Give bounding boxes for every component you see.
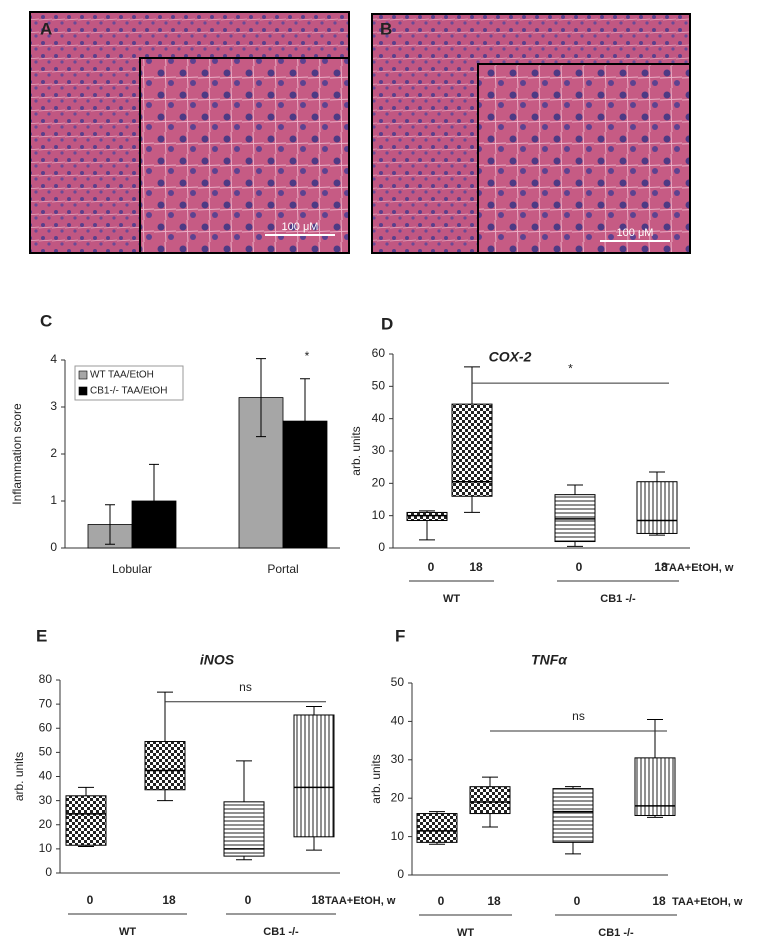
y-tick-label: 40 bbox=[391, 714, 405, 728]
y-tick-label: 50 bbox=[391, 675, 405, 689]
y-tick-label: 10 bbox=[372, 508, 386, 522]
y-tick-label: 30 bbox=[372, 443, 386, 457]
panel-label: E bbox=[36, 626, 47, 645]
panel-label: F bbox=[395, 626, 405, 645]
chart-title: TNFα bbox=[531, 652, 568, 668]
panel-label: B bbox=[380, 19, 392, 38]
group-label: CB1 -/- bbox=[263, 926, 299, 938]
image-a: A 100 μM bbox=[29, 11, 350, 254]
error-bar bbox=[149, 463, 159, 539]
annotation: * bbox=[305, 349, 310, 363]
box bbox=[634, 757, 676, 816]
box bbox=[451, 403, 493, 497]
box bbox=[223, 801, 265, 857]
image-b: B 100 μM bbox=[371, 13, 691, 254]
box bbox=[416, 813, 458, 843]
y-tick-label: 30 bbox=[391, 752, 405, 766]
y-tick-label: 50 bbox=[372, 379, 386, 393]
annotation: * bbox=[568, 361, 573, 375]
scale-label: 100 μM bbox=[282, 221, 319, 233]
group-label: WT bbox=[119, 926, 136, 938]
panel-label: A bbox=[40, 19, 52, 38]
x-tick-label: 18 bbox=[487, 894, 501, 908]
scale-label: 100 μM bbox=[617, 227, 654, 239]
group-label: CB1 -/- bbox=[598, 927, 634, 939]
x-tick-label: 18 bbox=[652, 894, 666, 908]
legend-box bbox=[74, 365, 184, 401]
error-bar bbox=[300, 378, 310, 464]
box bbox=[65, 795, 107, 846]
box bbox=[469, 786, 511, 815]
x-axis-label: TAA+EtOH, w bbox=[325, 895, 396, 907]
box bbox=[406, 511, 448, 522]
x-tick-label: Portal bbox=[267, 562, 298, 576]
box bbox=[144, 741, 186, 791]
y-tick-label: 20 bbox=[391, 790, 405, 804]
x-tick-label: 18 bbox=[162, 893, 176, 907]
x-tick-label: Lobular bbox=[112, 562, 152, 576]
y-tick-label: 60 bbox=[372, 346, 386, 360]
chart-title: COX-2 bbox=[489, 349, 532, 365]
y-tick-label: 50 bbox=[39, 745, 53, 759]
y-axis-label: arb. units bbox=[369, 754, 383, 803]
error-bar bbox=[105, 504, 115, 545]
y-tick-label: 0 bbox=[50, 540, 57, 554]
y-tick-label: 2 bbox=[50, 446, 57, 460]
group-label: WT bbox=[443, 593, 460, 605]
panel-label: C bbox=[40, 311, 52, 330]
box bbox=[293, 714, 335, 838]
x-tick-label: 0 bbox=[438, 894, 445, 908]
y-tick-label: 20 bbox=[372, 476, 386, 490]
group-label: WT bbox=[457, 927, 474, 939]
x-tick-label: 18 bbox=[654, 560, 668, 574]
y-tick-label: 0 bbox=[397, 867, 404, 881]
y-tick-label: 80 bbox=[39, 672, 53, 686]
box bbox=[636, 481, 678, 534]
y-axis-label: arb. units bbox=[12, 752, 26, 801]
chart-title: iNOS bbox=[200, 652, 235, 668]
y-tick-label: 10 bbox=[39, 841, 53, 855]
group-label: CB1 -/- bbox=[600, 593, 636, 605]
legend-label: CB1-/- TAA/EtOH bbox=[90, 386, 167, 397]
annotation: ns bbox=[572, 709, 585, 723]
y-tick-label: 40 bbox=[372, 411, 386, 425]
y-tick-label: 1 bbox=[50, 493, 57, 507]
y-tick-label: 60 bbox=[39, 720, 53, 734]
y-tick-label: 10 bbox=[391, 829, 405, 843]
box bbox=[552, 788, 594, 843]
annotation: ns bbox=[239, 680, 252, 694]
panel-label: D bbox=[381, 314, 393, 333]
y-tick-label: 0 bbox=[45, 865, 52, 879]
legend-swatch bbox=[78, 386, 88, 396]
x-tick-label: 0 bbox=[87, 893, 94, 907]
box bbox=[554, 494, 596, 543]
x-axis-label: TAA+EtOH, w bbox=[672, 896, 743, 908]
x-tick-label: 0 bbox=[574, 894, 581, 908]
x-tick-label: 0 bbox=[576, 560, 583, 574]
y-axis-label: arb. units bbox=[349, 426, 363, 475]
y-tick-label: 4 bbox=[50, 352, 57, 366]
y-tick-label: 40 bbox=[39, 769, 53, 783]
x-tick-label: 0 bbox=[428, 560, 435, 574]
x-tick-label: 18 bbox=[311, 893, 325, 907]
y-tick-label: 70 bbox=[39, 696, 53, 710]
x-tick-label: 18 bbox=[469, 560, 483, 574]
legend-label: WT TAA/EtOH bbox=[90, 370, 154, 381]
y-tick-label: 30 bbox=[39, 793, 53, 807]
legend-swatch bbox=[78, 370, 88, 380]
x-axis-label: TAA+EtOH, w bbox=[663, 562, 734, 574]
y-tick-label: 3 bbox=[50, 399, 57, 413]
x-tick-label: 0 bbox=[245, 893, 252, 907]
y-tick-label: 0 bbox=[378, 540, 385, 554]
error-bar bbox=[256, 358, 266, 438]
y-tick-label: 20 bbox=[39, 817, 53, 831]
y-axis-label: Inflammation score bbox=[10, 403, 24, 505]
